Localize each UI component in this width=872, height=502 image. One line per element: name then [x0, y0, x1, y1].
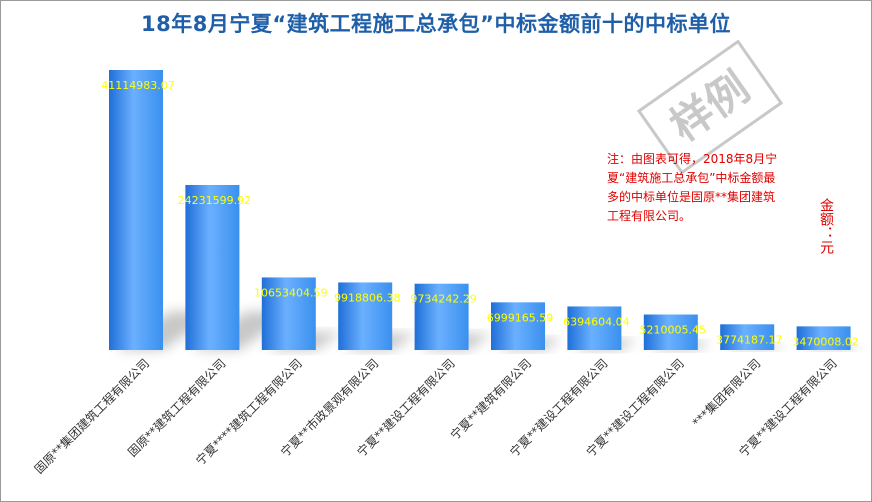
data-label: 3774187.17 — [716, 333, 782, 346]
bar — [720, 324, 775, 350]
data-label: 24231599.92 — [178, 194, 251, 207]
unit-label: 金额：元 — [818, 198, 834, 254]
bar — [643, 314, 698, 350]
data-label: 5210005.45 — [640, 324, 706, 337]
bar — [109, 70, 163, 350]
chart-title: 18年8月宁夏“建筑工程施工总承包”中标金额前十的中标单位 — [141, 12, 731, 36]
category-label: 宁夏**建筑有限公司 — [447, 356, 534, 443]
data-label: 9918806.38 — [334, 291, 400, 304]
data-label: 10653404.59 — [254, 286, 327, 299]
data-label: 41114983.07 — [101, 79, 174, 92]
data-label: 3470008.02 — [792, 335, 858, 348]
bar — [567, 306, 622, 350]
data-label: 6999165.59 — [487, 311, 553, 324]
bar — [414, 283, 469, 350]
category-label: ***集团有限公司 — [689, 356, 763, 430]
bar — [185, 184, 240, 350]
bar — [796, 326, 851, 350]
data-label: 9734242.29 — [410, 293, 476, 306]
annotation-note: 注：由图表可得，2018年8月宁夏“建筑施工总承包”中标金额最多的中标单位是固原… — [607, 152, 778, 223]
bar — [491, 302, 545, 350]
category-labels: 固原**集团建筑工程有限公司固原**建筑工程有限公司宁夏****建筑工程有限公司… — [31, 356, 840, 477]
bar — [261, 277, 316, 350]
data-label: 6394604.04 — [563, 315, 629, 328]
bars — [109, 70, 851, 350]
value-labels: 41114983.07 24231599.92 10653404.59 9918806… — [101, 79, 859, 348]
bar — [338, 282, 393, 350]
